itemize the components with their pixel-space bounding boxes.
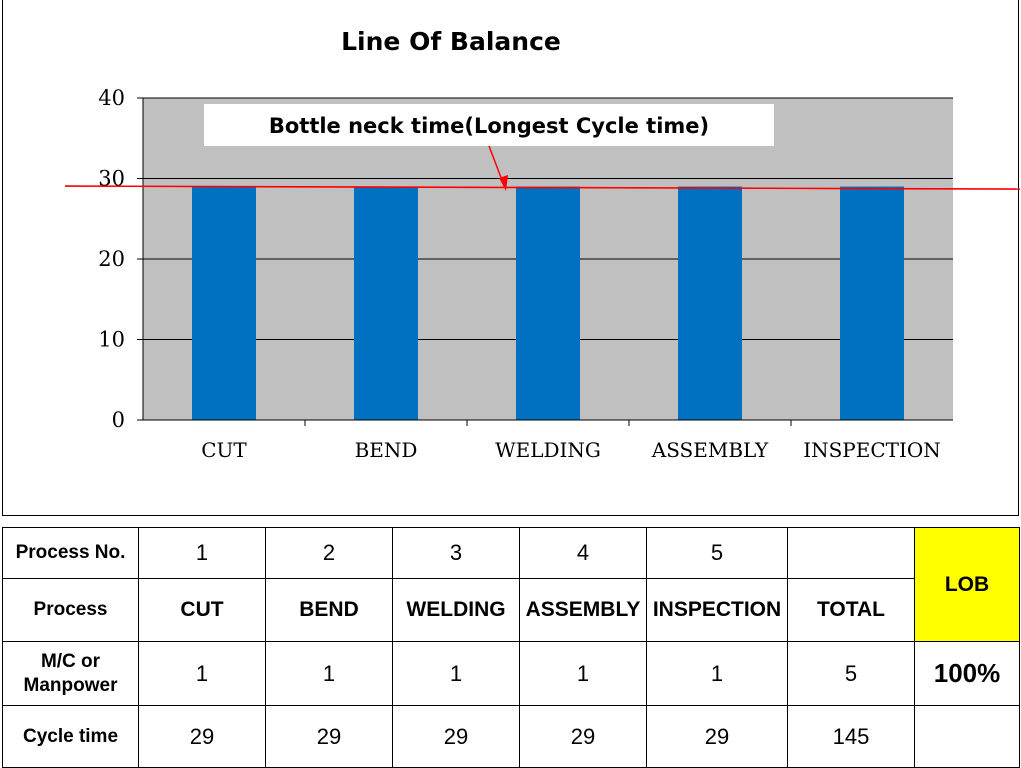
cell: 1 bbox=[265, 641, 393, 706]
y-tick-label: 20 bbox=[98, 247, 125, 271]
chart-area: Line Of Balance 0 10 20 30 40 CUT BEND WELDING… bbox=[2, 0, 1020, 516]
cell: WELDING bbox=[392, 578, 520, 642]
x-tick-label: ASSEMBLY bbox=[651, 438, 769, 462]
cell: ASSEMBLY bbox=[519, 578, 647, 642]
annotation-text: Bottle neck time(Longest Cycle time) bbox=[269, 114, 709, 138]
x-tick-label: BEND bbox=[355, 438, 418, 462]
cell: 29 bbox=[138, 705, 266, 768]
x-tick-label: INSPECTION bbox=[803, 438, 941, 462]
y-tick-label: 0 bbox=[112, 408, 125, 432]
cell: 5 bbox=[646, 527, 788, 579]
cell: CUT bbox=[138, 578, 266, 642]
bar bbox=[840, 186, 904, 420]
cell: 29 bbox=[392, 705, 520, 768]
cell: 1 bbox=[392, 641, 520, 706]
empty-cell bbox=[914, 705, 1020, 768]
cell bbox=[787, 527, 915, 579]
cell: 1 bbox=[138, 641, 266, 706]
row-label: M/C or Manpower bbox=[2, 641, 139, 706]
bottleneck-line bbox=[64, 185, 1020, 190]
row-process: Process CUT BEND WELDING ASSEMBLY INSPEC… bbox=[2, 578, 1020, 642]
cell: 2 bbox=[265, 527, 393, 579]
bar bbox=[678, 186, 742, 420]
cell: 1 bbox=[519, 641, 647, 706]
cell: 29 bbox=[265, 705, 393, 768]
row-cycle-time: Cycle time 29 29 29 29 29 145 bbox=[2, 705, 1020, 768]
cell: 29 bbox=[646, 705, 788, 768]
cell: 4 bbox=[519, 527, 647, 579]
lob-table: Process No. 1 2 3 4 5 LOB Process CUT BE… bbox=[2, 527, 1020, 768]
row-manpower: M/C or Manpower 1 1 1 1 1 5 100% bbox=[2, 641, 1020, 706]
bars bbox=[192, 186, 904, 420]
cell: 5 bbox=[787, 641, 915, 706]
annotation-box bbox=[204, 104, 774, 146]
cell: 145 bbox=[787, 705, 915, 768]
x-tick-label: WELDING bbox=[495, 438, 601, 462]
arrow-head bbox=[499, 175, 508, 191]
bar bbox=[354, 186, 418, 420]
x-tick-label: CUT bbox=[201, 438, 247, 462]
y-tick-label: 10 bbox=[98, 328, 125, 352]
cell: 3 bbox=[392, 527, 520, 579]
cell: INSPECTION bbox=[646, 578, 788, 642]
lob-value: 100% bbox=[914, 641, 1020, 706]
y-tick-label: 40 bbox=[98, 86, 125, 110]
cell: TOTAL bbox=[787, 578, 915, 642]
row-label: Process No. bbox=[2, 527, 139, 579]
cell: 1 bbox=[646, 641, 788, 706]
bar bbox=[516, 186, 580, 420]
row-label: Process bbox=[2, 578, 139, 642]
x-axis-labels: CUT BEND WELDING ASSEMBLY INSPECTION bbox=[201, 420, 941, 462]
cell: 29 bbox=[519, 705, 647, 768]
row-label: Cycle time bbox=[2, 705, 139, 768]
cell: BEND bbox=[265, 578, 393, 642]
cell: 1 bbox=[138, 527, 266, 579]
bar bbox=[192, 186, 256, 420]
row-process-no: Process No. 1 2 3 4 5 LOB bbox=[2, 527, 1020, 642]
chart-title: Line Of Balance bbox=[341, 27, 561, 56]
lob-label: LOB bbox=[914, 527, 1020, 642]
